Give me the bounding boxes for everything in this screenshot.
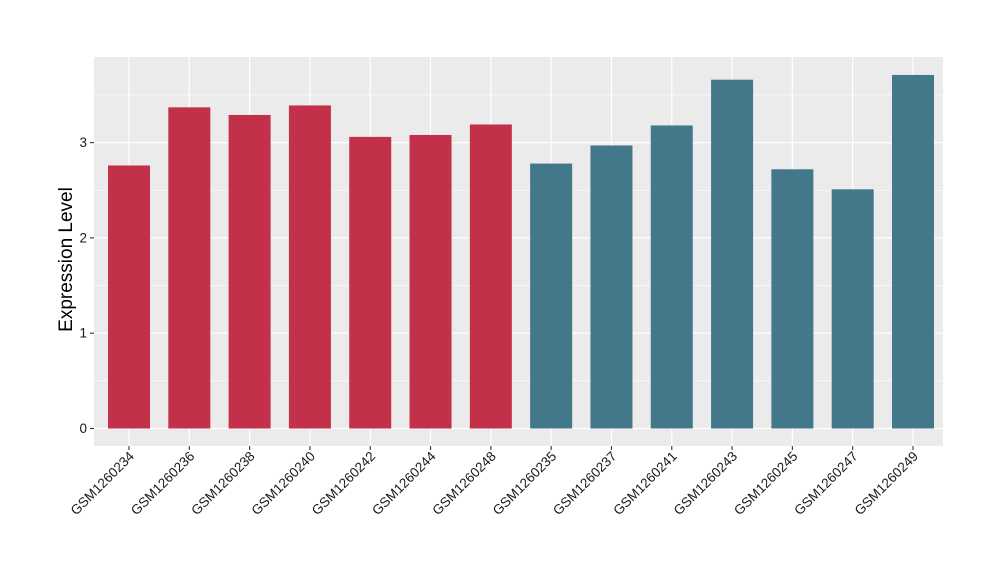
bar-GSM1260238 — [228, 114, 271, 429]
x-axis: GSM1260234GSM1260236GSM1260238GSM1260240… — [68, 446, 922, 519]
bar-GSM1260244 — [409, 134, 452, 429]
y-tick-label: 3 — [79, 135, 87, 150]
bar-GSM1260247 — [831, 189, 874, 429]
bar-GSM1260236 — [168, 107, 211, 429]
y-axis: 0 1 2 3 — [79, 135, 94, 436]
bar-GSM1260241 — [650, 125, 693, 429]
bar-GSM1260235 — [530, 163, 573, 429]
bar-GSM1260243 — [711, 79, 754, 429]
y-axis-title: Expression Level — [56, 187, 77, 332]
bar-GSM1260234 — [108, 165, 150, 429]
bar-GSM1260249 — [892, 74, 934, 429]
y-tick-label: 1 — [79, 326, 87, 341]
bar-GSM1260242 — [349, 136, 392, 429]
x-tick-label: GSM1260249 — [852, 449, 922, 519]
bar-GSM1260240 — [288, 105, 331, 429]
y-tick-label: 2 — [79, 230, 87, 245]
x-tick-label: GSM1260247 — [791, 449, 861, 519]
bar-GSM1260245 — [771, 169, 814, 429]
bars — [108, 74, 934, 429]
bar-GSM1260248 — [469, 124, 512, 429]
bar-GSM1260237 — [590, 145, 633, 429]
y-tick-label: 0 — [79, 421, 87, 436]
x-tick-label: GSM1260238 — [188, 449, 258, 519]
plot-panel — [94, 57, 943, 446]
